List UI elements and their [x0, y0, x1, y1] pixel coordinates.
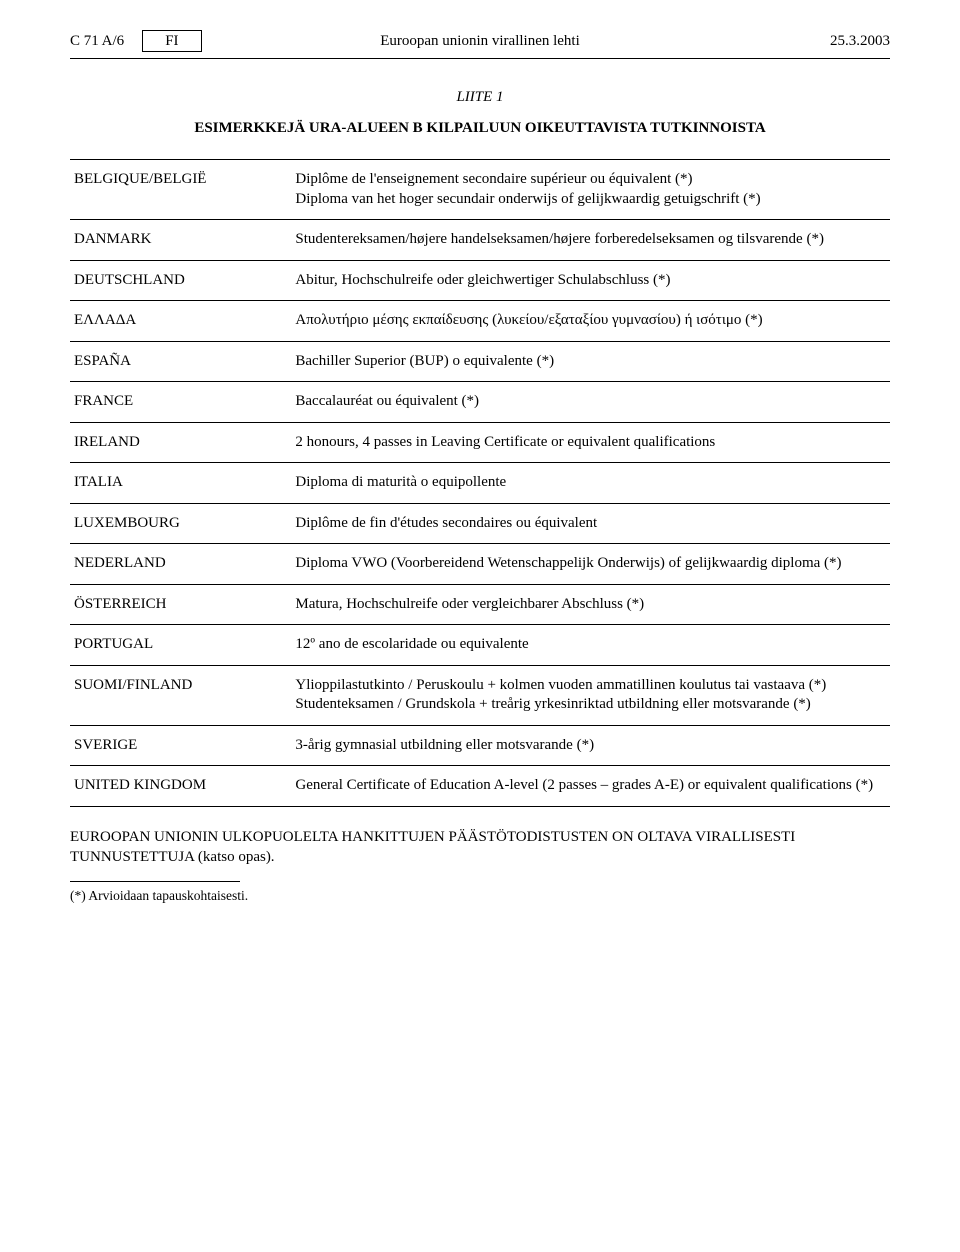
- description-cell: Matura, Hochschulreife oder vergleichbar…: [291, 584, 890, 625]
- description-cell: Bachiller Superior (BUP) o equivalente (…: [291, 341, 890, 382]
- qualifications-table: BELGIQUE/BELGIËDiplôme de l'enseignement…: [70, 159, 890, 807]
- table-row: IRELAND2 honours, 4 passes in Leaving Ce…: [70, 422, 890, 463]
- footnote-separator: [70, 881, 240, 882]
- table-row: SUOMI/FINLANDYlioppilastutkinto / Perusk…: [70, 665, 890, 725]
- table-row: PORTUGAL12º ano de escolaridade ou equiv…: [70, 625, 890, 666]
- country-cell: SVERIGE: [70, 725, 291, 766]
- country-cell: DANMARK: [70, 220, 291, 261]
- table-row: SVERIGE3-årig gymnasial utbildning eller…: [70, 725, 890, 766]
- description-cell: 3-årig gymnasial utbildning eller motsva…: [291, 725, 890, 766]
- table-row: ΕΛΛΑΔΑΑπολυτήριο μέσης εκπαίδευσης (λυκε…: [70, 301, 890, 342]
- qualifications-body: BELGIQUE/BELGIËDiplôme de l'enseignement…: [70, 160, 890, 807]
- country-cell: ITALIA: [70, 463, 291, 504]
- table-row: UNITED KINGDOMGeneral Certificate of Edu…: [70, 766, 890, 807]
- description-cell: Baccalauréat ou équivalent (*): [291, 382, 890, 423]
- table-row: LUXEMBOURGDiplôme de fin d'études second…: [70, 503, 890, 544]
- header-rule: [70, 58, 890, 59]
- country-cell: LUXEMBOURG: [70, 503, 291, 544]
- table-row: ITALIADiploma di maturità o equipollente: [70, 463, 890, 504]
- country-cell: SUOMI/FINLAND: [70, 665, 291, 725]
- document-page: C 71 A/6 FI Euroopan unionin virallinen …: [0, 0, 960, 1252]
- description-cell: Diplôme de l'enseignement secondaire sup…: [291, 160, 890, 220]
- language-code-box: FI: [142, 30, 201, 52]
- table-row: NEDERLANDDiploma VWO (Voorbereidend Wete…: [70, 544, 890, 585]
- description-cell: Diploma di maturità o equipollente: [291, 463, 890, 504]
- country-cell: NEDERLAND: [70, 544, 291, 585]
- description-cell: 2 honours, 4 passes in Leaving Certifica…: [291, 422, 890, 463]
- description-cell: Diplôme de fin d'études secondaires ou é…: [291, 503, 890, 544]
- table-row: ESPAÑABachiller Superior (BUP) o equival…: [70, 341, 890, 382]
- description-cell: Απολυτήριο μέσης εκπαίδευσης (λυκείου/εξ…: [291, 301, 890, 342]
- country-cell: FRANCE: [70, 382, 291, 423]
- description-cell: Studentereksamen/højere handelseksamen/h…: [291, 220, 890, 261]
- header-left: C 71 A/6 FI: [70, 30, 202, 52]
- country-cell: UNITED KINGDOM: [70, 766, 291, 807]
- table-row: ÖSTERREICHMatura, Hochschulreife oder ve…: [70, 584, 890, 625]
- footnote: (*) Arvioidaan tapauskohtaisesti.: [70, 888, 890, 904]
- table-row: FRANCEBaccalauréat ou équivalent (*): [70, 382, 890, 423]
- description-cell: Diploma VWO (Voorbereidend Wetenschappel…: [291, 544, 890, 585]
- description-cell: Abitur, Hochschulreife oder gleichwertig…: [291, 260, 890, 301]
- annex-label: LIITE 1: [70, 89, 890, 106]
- table-row: DANMARKStudentereksamen/højere handelsek…: [70, 220, 890, 261]
- country-cell: ΕΛΛΑΔΑ: [70, 301, 291, 342]
- description-cell: Ylioppilastutkinto / Peruskoulu + kolmen…: [291, 665, 890, 725]
- country-cell: ÖSTERREICH: [70, 584, 291, 625]
- description-cell: General Certificate of Education A-level…: [291, 766, 890, 807]
- header-date: 25.3.2003: [830, 33, 890, 50]
- country-cell: IRELAND: [70, 422, 291, 463]
- description-cell: 12º ano de escolaridade ou equivalente: [291, 625, 890, 666]
- table-row: BELGIQUE/BELGIËDiplôme de l'enseignement…: [70, 160, 890, 220]
- country-cell: DEUTSCHLAND: [70, 260, 291, 301]
- footer-note: EUROOPAN UNIONIN ULKOPUOLELTA HANKITTUJE…: [70, 827, 890, 868]
- country-cell: PORTUGAL: [70, 625, 291, 666]
- page-header: C 71 A/6 FI Euroopan unionin virallinen …: [70, 30, 890, 52]
- country-cell: ESPAÑA: [70, 341, 291, 382]
- table-row: DEUTSCHLANDAbitur, Hochschulreife oder g…: [70, 260, 890, 301]
- main-title: ESIMERKKEJÄ URA-ALUEEN B KILPAILUUN OIKE…: [70, 120, 890, 137]
- journal-title: Euroopan unionin virallinen lehti: [380, 33, 580, 50]
- doc-reference: C 71 A/6: [70, 33, 124, 50]
- country-cell: BELGIQUE/BELGIË: [70, 160, 291, 220]
